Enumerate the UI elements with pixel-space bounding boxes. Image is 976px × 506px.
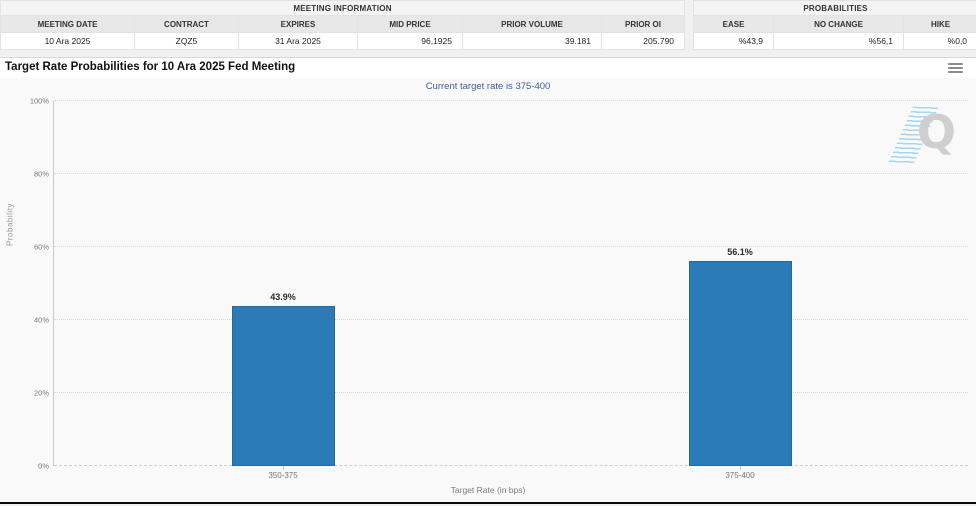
meeting-info-section-title: MEETING INFORMATION: [0, 0, 686, 16]
col-header-mid-price: MID PRICE: [357, 15, 463, 33]
gridline-60: [54, 246, 968, 247]
gridline-0: [54, 465, 968, 466]
col-header-contract: CONTRACT: [134, 15, 239, 33]
col-header-prior-volume: PRIOR VOLUME: [462, 15, 602, 33]
category-label: 350-375: [268, 471, 298, 480]
bar[interactable]: [688, 261, 792, 466]
target-rate-chart-panel: Target Rate Probabilities for 10 Ara 202…: [0, 57, 976, 504]
category-tick: [283, 466, 284, 470]
col-header-hike: HIKE: [903, 15, 976, 33]
chart-subtitle: Current target rate is 375-400: [425, 81, 551, 92]
plot-area: 0% 20% 40% 60% 80% 100% Q 43.9% 350-375 …: [30, 97, 968, 480]
prior-oi-value: 205.790: [600, 32, 686, 50]
chart-menu-icon[interactable]: [948, 63, 963, 74]
probabilities-table: PROBABILITIES EASE NO CHANGE HIKE %43,9 …: [693, 0, 976, 50]
mid-price-value: 96,1925: [357, 32, 463, 50]
y-tick-20: 20%: [33, 388, 49, 398]
bar-value-label: 56.1%: [727, 247, 753, 258]
expires-value: 31 Ara 2025: [238, 32, 358, 50]
top-tables-row: MEETING INFORMATION MEETING DATE CONTRAC…: [0, 0, 976, 50]
col-header-ease: EASE: [693, 15, 775, 33]
bar-group: 56.1% 375-400: [688, 101, 792, 480]
category-label: 375-400: [725, 471, 755, 480]
col-header-meeting-date: MEETING DATE: [0, 15, 135, 33]
y-tick-40: 40%: [33, 315, 49, 325]
meeting-information-table: MEETING INFORMATION MEETING DATE CONTRAC…: [0, 0, 686, 50]
table-row: 10 Ara 2025 ZQZ5 31 Ara 2025 96,1925 39.…: [0, 32, 686, 50]
y-tick-100: 100%: [29, 96, 49, 106]
watermark-logo: Q: [887, 103, 958, 167]
contract-value: ZQZ5: [134, 32, 239, 50]
col-header-expires: EXPIRES: [238, 15, 358, 33]
gridline-100: [54, 100, 968, 101]
y-tick-0: 0%: [38, 461, 49, 471]
ease-value: %43,9: [693, 32, 775, 50]
meeting-date-value: 10 Ara 2025: [0, 32, 135, 50]
y-tick-60: 60%: [33, 242, 49, 252]
chart-title: Target Rate Probabilities for 10 Ara 202…: [5, 61, 296, 73]
gridline-20: [54, 392, 968, 393]
probabilities-section-title: PROBABILITIES: [693, 0, 976, 16]
table-row: %43,9 %56,1 %0,0: [693, 32, 976, 50]
col-header-no-change: NO CHANGE: [773, 15, 905, 33]
no-change-value: %56,1: [773, 32, 905, 50]
watermark-q-letter: Q: [916, 105, 956, 159]
x-axis-title: Target Rate (in bps): [450, 485, 526, 495]
y-axis-title: Probability: [5, 203, 15, 246]
gridline-80: [54, 173, 968, 174]
hike-value: %0,0: [903, 32, 976, 50]
bar-group: 43.9% 350-375: [231, 101, 335, 480]
bar-value-label: 43.9%: [270, 291, 296, 302]
bar[interactable]: [231, 305, 335, 466]
gridline-40: [54, 319, 968, 320]
chart-title-bar: [0, 58, 976, 78]
category-tick: [740, 466, 741, 470]
prior-volume-value: 39.181: [462, 32, 602, 50]
y-tick-80: 80%: [33, 169, 49, 179]
col-header-prior-oi: PRIOR OI: [600, 15, 686, 33]
